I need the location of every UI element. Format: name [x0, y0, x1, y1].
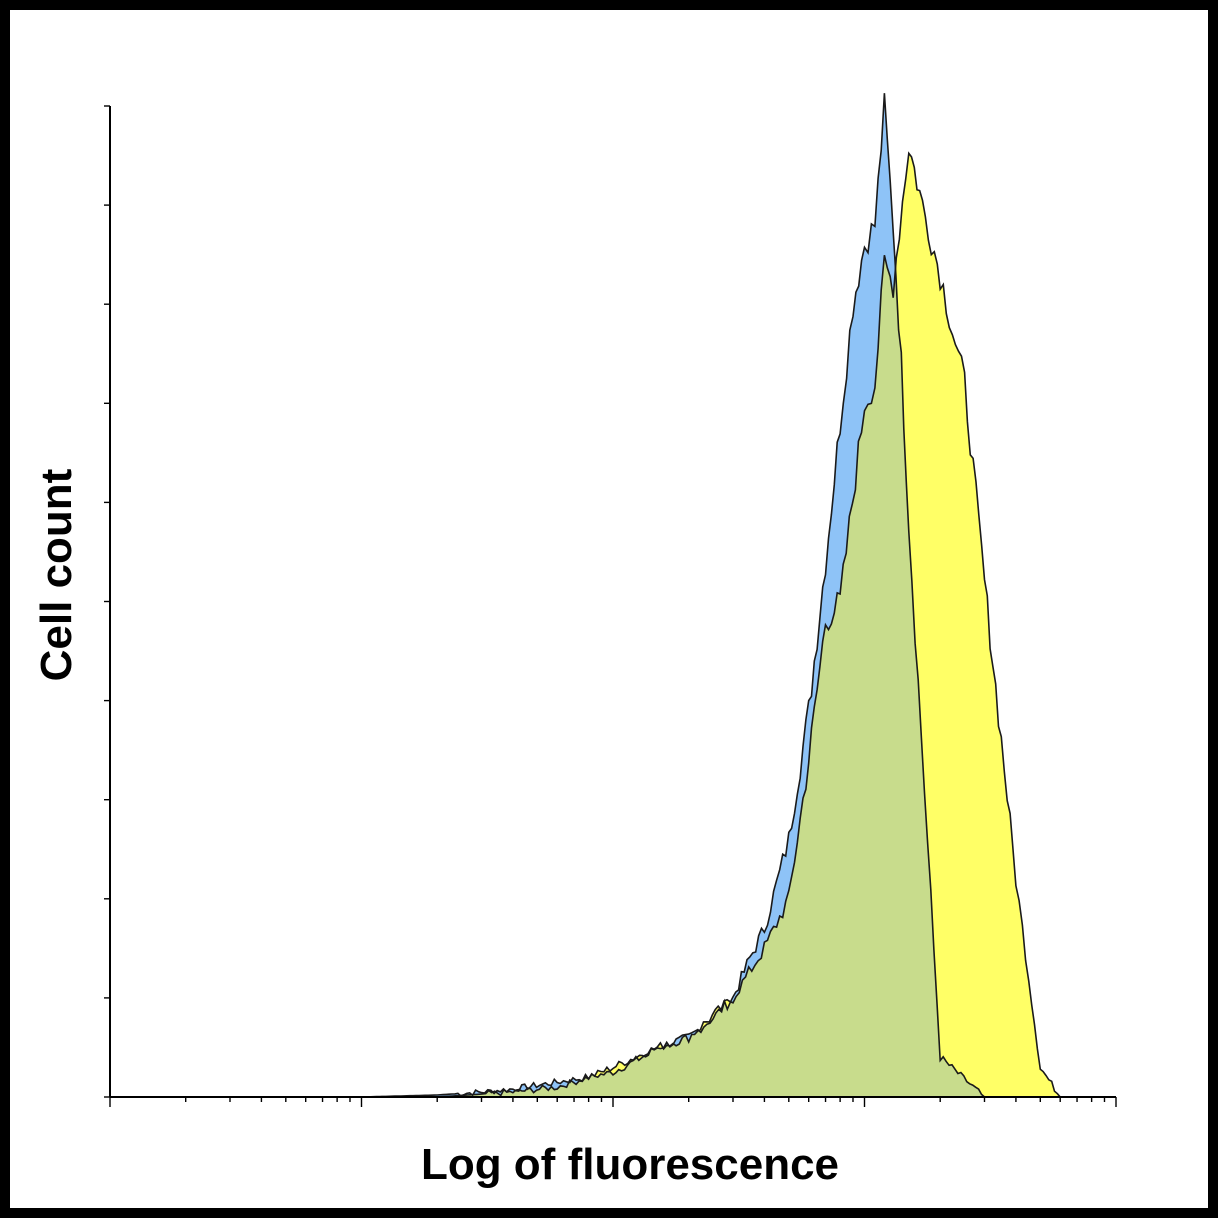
- histogram-plot: [104, 93, 1117, 1107]
- y-axis-label: Cell count: [32, 468, 81, 682]
- x-axis-label: Log of fluorescence: [420, 1140, 840, 1189]
- histogram-outline-2: [437, 151, 1062, 1098]
- histogram-outline-1: [361, 93, 987, 1098]
- chart-panel: Log of fluorescence Cell count: [10, 10, 1208, 1208]
- histogram-fill-2: [437, 153, 1061, 1098]
